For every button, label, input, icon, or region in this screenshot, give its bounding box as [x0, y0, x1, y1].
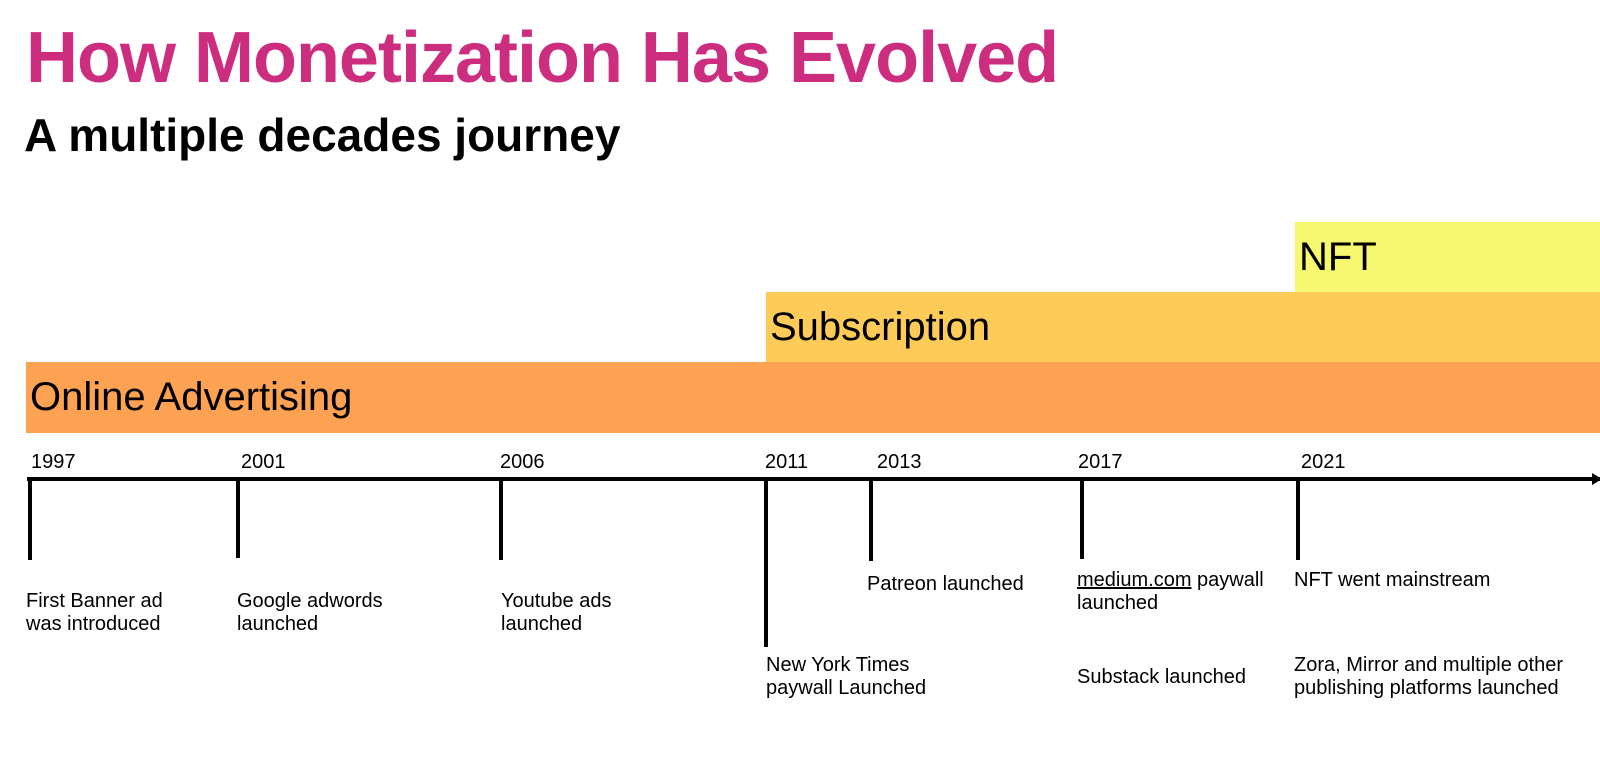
event-substack: Substack launched	[1077, 666, 1246, 689]
event-line: New York Times	[766, 654, 910, 676]
event-line: paywall Launched	[766, 677, 927, 699]
year-label-2021: 2021	[1301, 451, 1346, 473]
year-label-2001: 2001	[241, 451, 286, 473]
event-line: First Banner ad	[26, 590, 163, 612]
year-label-2006: 2006	[500, 451, 545, 473]
event-line: Zora, Mirror and multiple other	[1294, 654, 1563, 676]
event-line: launched	[1077, 592, 1159, 614]
event-line: was introduced	[26, 613, 161, 635]
tick-2021	[1296, 479, 1300, 560]
event-youtube-ads: Youtube ads launched	[501, 590, 611, 636]
subscription-band: Subscription	[766, 292, 1600, 362]
tick-1997	[28, 479, 32, 560]
event-line: Substack launched	[1077, 666, 1247, 688]
year-label-2011: 2011	[765, 451, 809, 473]
event-line: Youtube ads	[501, 590, 612, 612]
medium-link[interactable]: medium.com	[1077, 569, 1192, 591]
tick-2001	[236, 479, 240, 558]
event-line: NFT went mainstream	[1294, 569, 1491, 591]
medium-link-suffix: paywall	[1191, 569, 1264, 591]
event-nyt-paywall: New York Times paywall Launched	[766, 654, 926, 700]
tick-2013	[869, 479, 873, 561]
event-patreon: Patreon launched	[867, 573, 1024, 596]
event-line: publishing platforms launched	[1294, 677, 1559, 699]
nft-band: NFT	[1295, 222, 1600, 292]
online-advertising-band: Online Advertising	[26, 362, 1600, 433]
online-advertising-band-label: Online Advertising	[30, 375, 353, 419]
event-line: launched	[237, 613, 319, 635]
subscription-band-label: Subscription	[770, 304, 991, 349]
event-line: Google adwords	[237, 590, 383, 612]
tick-2011	[764, 479, 768, 647]
page-title: How Monetization Has Evolved	[26, 18, 1059, 98]
event-first-banner-ad: First Banner ad was introduced	[26, 590, 163, 636]
nft-band-label: NFT	[1299, 234, 1377, 279]
tick-2006	[499, 479, 503, 560]
event-nft-mainstream: NFT went mainstream	[1294, 569, 1490, 592]
event-line: Patreon launched	[867, 573, 1024, 595]
event-line: launched	[501, 613, 583, 635]
event-zora-mirror: Zora, Mirror and multiple other publishi…	[1294, 654, 1563, 700]
year-label-1997: 1997	[31, 451, 76, 473]
page-subtitle: A multiple decades journey	[24, 109, 621, 161]
event-medium-paywall: medium.com paywall launched	[1077, 569, 1264, 615]
year-label-2013: 2013	[877, 451, 922, 473]
tick-2017	[1080, 479, 1084, 559]
timeline-axis	[27, 477, 1600, 481]
event-google-adwords: Google adwords launched	[237, 590, 383, 636]
year-label-2017: 2017	[1078, 451, 1123, 473]
timeline-arrow-icon	[1592, 473, 1600, 485]
event-line: medium.com paywall	[1077, 569, 1264, 592]
